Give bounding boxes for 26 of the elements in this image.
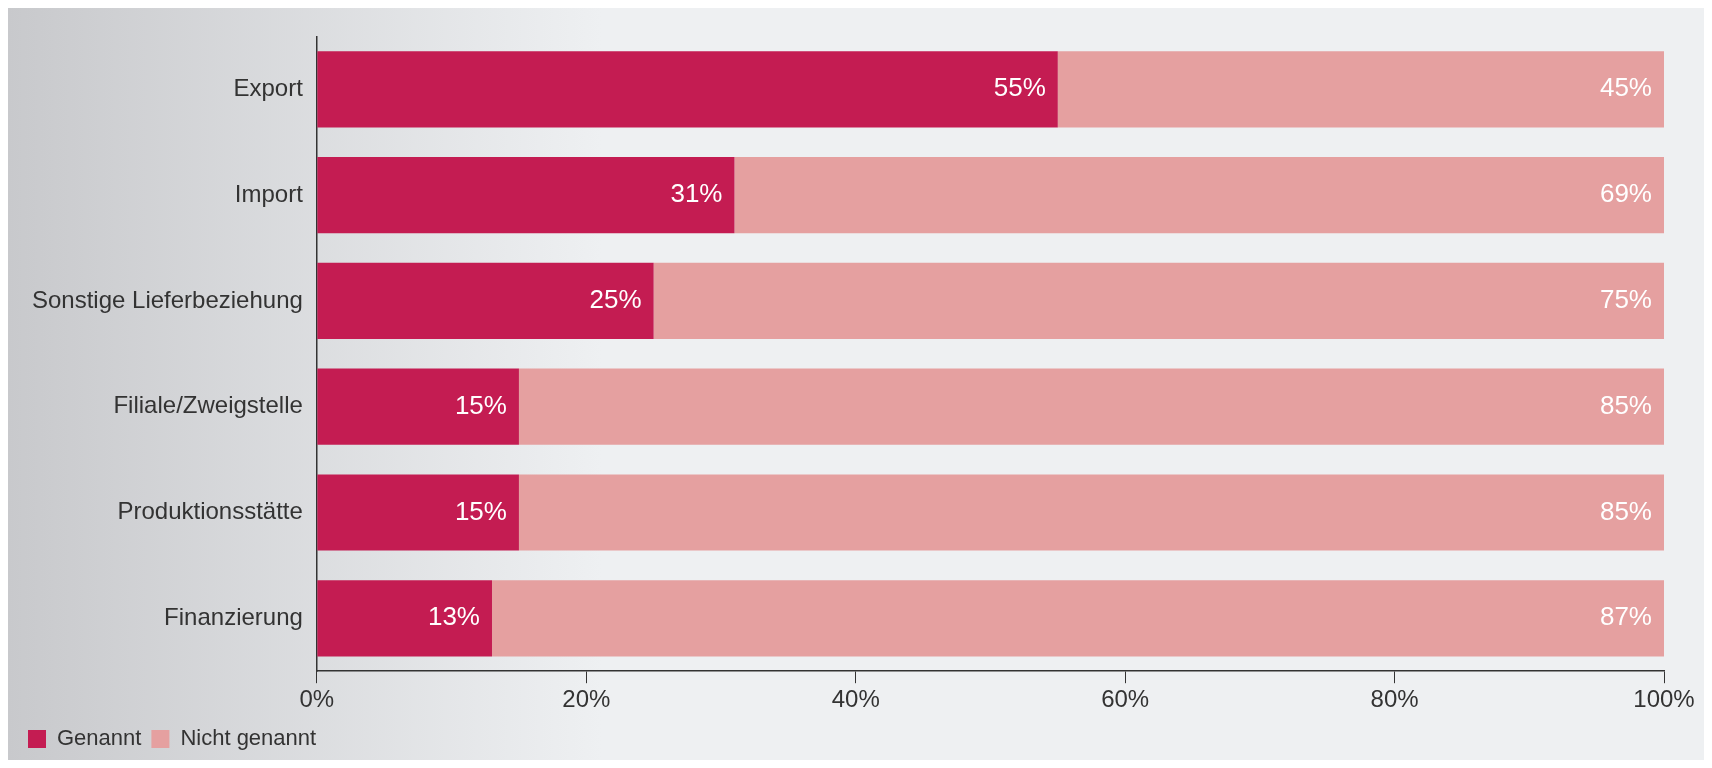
data-label: 25%	[589, 284, 642, 315]
x-tick-label: 40%	[831, 685, 880, 713]
y-tick-label: Import	[234, 179, 304, 207]
x-tick-label: 60%	[1101, 685, 1150, 713]
data-label: 13%	[427, 601, 480, 632]
data-label: 45%	[1599, 72, 1652, 103]
y-tick-label: Export	[233, 73, 304, 101]
data-label: 31%	[670, 178, 723, 209]
x-tick-label: 100%	[1633, 685, 1695, 713]
y-tick-label: Filiale/Zweigstelle	[113, 391, 303, 419]
data-label: 55%	[993, 72, 1046, 103]
x-tick-label: 0%	[299, 685, 335, 713]
legend-label: Genannt	[57, 725, 142, 751]
y-tick-label: Produktionsstätte	[117, 497, 303, 525]
x-tick-label: 80%	[1370, 685, 1419, 713]
legend-label: Nicht genannt	[180, 725, 317, 751]
data-label: 15%	[454, 389, 507, 420]
data-label: 87%	[1599, 601, 1652, 632]
data-label: 75%	[1599, 284, 1652, 315]
y-tick-label: Sonstige Lieferbeziehung	[31, 285, 303, 313]
x-tick-label: 20%	[562, 685, 611, 713]
data-label: 85%	[1599, 495, 1652, 526]
data-label: 69%	[1599, 178, 1652, 209]
y-tick-label: Finanzierung	[164, 602, 303, 630]
data-label: 85%	[1599, 389, 1652, 420]
data-label: 15%	[454, 495, 507, 526]
